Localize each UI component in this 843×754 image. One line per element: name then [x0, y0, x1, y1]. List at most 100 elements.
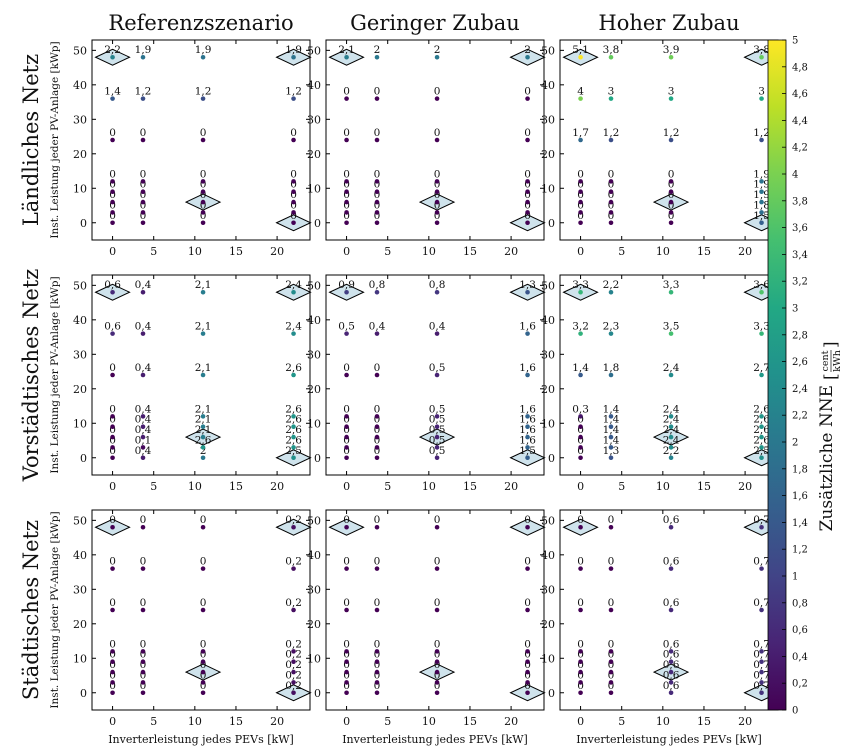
data-label: 0 — [140, 669, 147, 681]
data-point — [759, 524, 764, 530]
data-point — [291, 424, 296, 430]
data-label: 0 — [109, 638, 116, 650]
data-point — [525, 669, 530, 675]
colorbar-tick-label: 2,6 — [792, 357, 808, 368]
x-axis-label: Inverterleistung jedes PEVs [kW] — [108, 733, 294, 746]
data-point — [344, 96, 349, 101]
data-label: 3,3 — [663, 279, 680, 291]
data-label: 0 — [434, 189, 441, 201]
data-point — [434, 566, 440, 571]
data-point — [140, 649, 146, 654]
data-label: 0 — [140, 597, 147, 609]
y-tick-label: 10 — [541, 417, 555, 430]
colorbar-tick-label: 0,8 — [792, 598, 808, 609]
data-point — [110, 690, 115, 696]
data-label: 0 — [109, 514, 116, 526]
data-point — [525, 179, 530, 184]
data-label: 0 — [109, 179, 116, 191]
data-label: 0 — [577, 680, 584, 692]
data-label: 0 — [608, 210, 615, 222]
data-label: 0 — [343, 514, 350, 526]
data-label: 0 — [434, 168, 441, 180]
data-label: 0 — [577, 189, 584, 201]
data-label: 0,2 — [285, 659, 302, 671]
data-point — [668, 54, 674, 60]
data-point — [140, 607, 146, 613]
data-label: 0,7 — [753, 649, 770, 661]
data-label: 0,3 — [572, 403, 589, 415]
data-point — [374, 137, 380, 143]
data-point — [344, 54, 349, 60]
data-label: 0 — [200, 680, 207, 692]
data-label: 0 — [140, 168, 147, 180]
data-label: 0 — [200, 659, 207, 671]
x-tick-label: 10 — [422, 480, 436, 493]
data-point — [374, 649, 380, 654]
data-point — [374, 220, 380, 226]
data-point — [200, 669, 206, 675]
data-label: 0 — [290, 199, 297, 211]
data-point — [525, 220, 530, 226]
data-point — [608, 680, 614, 685]
data-label: 0 — [608, 199, 615, 211]
data-point — [200, 220, 206, 226]
data-label: 0,7 — [753, 659, 770, 671]
data-point — [759, 649, 764, 654]
data-point — [759, 331, 764, 336]
data-label: 0 — [109, 556, 116, 568]
data-label: 0 — [374, 556, 381, 568]
data-label: 0 — [140, 659, 147, 671]
data-point — [200, 199, 206, 205]
data-label: 0 — [524, 127, 531, 139]
data-point — [668, 669, 674, 675]
data-point — [110, 414, 115, 419]
data-point — [434, 199, 440, 205]
data-point — [434, 669, 440, 675]
data-label: 0 — [668, 168, 675, 180]
colorbar-tick-label: 2 — [792, 438, 798, 449]
data-label: 0 — [200, 189, 207, 201]
data-point — [759, 199, 764, 205]
data-point — [525, 607, 530, 613]
data-label: 0,7 — [753, 638, 770, 650]
x-tick-label: 20 — [738, 715, 752, 728]
y-tick-label: 50 — [73, 44, 87, 57]
y-tick-label: 10 — [541, 182, 555, 195]
data-point — [608, 289, 614, 295]
data-point — [668, 455, 674, 461]
data-label: 0 — [374, 199, 381, 211]
data-label: 0,4 — [135, 279, 152, 291]
data-label: 0 — [343, 669, 350, 681]
y-tick-label: 20 — [73, 383, 87, 396]
data-point — [110, 331, 115, 336]
data-label: 0 — [374, 86, 381, 98]
data-point — [759, 414, 764, 419]
data-label: 1,6 — [519, 414, 536, 426]
data-point — [200, 690, 206, 696]
data-point — [200, 455, 206, 461]
x-tick-label: 20 — [270, 715, 284, 728]
data-point — [374, 524, 380, 530]
y-tick-label: 40 — [541, 314, 555, 327]
data-point — [200, 189, 206, 195]
data-label: 0 — [343, 424, 350, 436]
data-label: 2,1 — [195, 414, 212, 426]
data-point — [608, 434, 614, 440]
data-label: 2,4 — [663, 434, 680, 446]
data-point — [759, 54, 764, 60]
data-point — [668, 199, 674, 205]
data-label: 2,6 — [753, 403, 770, 415]
data-label: 0 — [608, 556, 615, 568]
x-tick-label: 0 — [343, 245, 350, 258]
data-point — [608, 96, 614, 101]
data-label: 1,4 — [104, 86, 121, 98]
data-point — [525, 690, 530, 696]
data-point — [374, 669, 380, 675]
data-point — [344, 434, 349, 440]
data-label: 0,9 — [338, 279, 355, 291]
data-label: 5,1 — [572, 44, 589, 56]
data-label: 0 — [524, 659, 531, 671]
data-point — [434, 690, 440, 696]
data-point — [344, 179, 349, 184]
